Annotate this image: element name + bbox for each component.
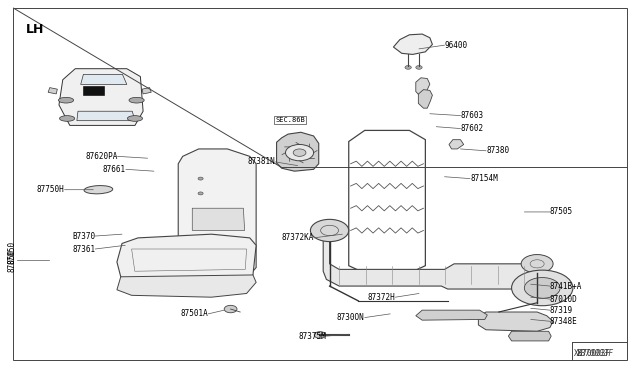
- Text: 87361: 87361: [72, 244, 95, 253]
- Polygon shape: [192, 208, 244, 231]
- Ellipse shape: [127, 116, 143, 121]
- Text: 87154M: 87154M: [470, 174, 498, 183]
- Text: 87381N: 87381N: [248, 157, 275, 166]
- Text: 87750H: 87750H: [37, 185, 65, 194]
- Text: XB70003F: XB70003F: [573, 349, 611, 358]
- Circle shape: [198, 177, 203, 180]
- Text: 87372KA: 87372KA: [281, 233, 314, 243]
- Circle shape: [285, 144, 314, 161]
- Polygon shape: [323, 223, 537, 289]
- Ellipse shape: [129, 97, 144, 103]
- Text: 87620PA: 87620PA: [85, 152, 118, 161]
- Text: XB70003F: XB70003F: [577, 349, 614, 358]
- Circle shape: [310, 219, 349, 241]
- Text: 87501A: 87501A: [180, 310, 208, 318]
- Polygon shape: [478, 312, 553, 331]
- Text: 87603: 87603: [461, 111, 484, 120]
- Polygon shape: [419, 90, 433, 108]
- Ellipse shape: [84, 186, 113, 194]
- Polygon shape: [117, 234, 256, 286]
- Text: 8730ON: 8730ON: [337, 313, 365, 322]
- Text: 87661: 87661: [103, 165, 126, 174]
- Polygon shape: [394, 34, 433, 54]
- Text: 87602: 87602: [461, 124, 484, 133]
- Text: B7370: B7370: [72, 231, 95, 241]
- Polygon shape: [142, 87, 151, 94]
- Text: 87505: 87505: [550, 208, 573, 217]
- Ellipse shape: [60, 116, 75, 121]
- Polygon shape: [81, 74, 127, 84]
- Polygon shape: [117, 275, 256, 297]
- Text: LH: LH: [26, 23, 45, 36]
- Text: 96400: 96400: [445, 41, 468, 50]
- Polygon shape: [508, 331, 551, 341]
- Polygon shape: [178, 149, 256, 279]
- Text: 87050: 87050: [7, 248, 16, 272]
- Polygon shape: [449, 140, 464, 149]
- Text: 87372H: 87372H: [367, 293, 396, 302]
- Text: 87348E: 87348E: [550, 317, 578, 326]
- Circle shape: [224, 305, 237, 313]
- Text: 87380: 87380: [486, 146, 509, 155]
- Circle shape: [416, 65, 422, 69]
- Circle shape: [198, 192, 203, 195]
- Circle shape: [405, 65, 412, 69]
- Circle shape: [524, 278, 560, 298]
- Text: 87050: 87050: [8, 241, 17, 264]
- Circle shape: [314, 332, 326, 338]
- Polygon shape: [276, 132, 319, 171]
- Text: 8741B+A: 8741B+A: [550, 282, 582, 291]
- Bar: [83, 86, 104, 96]
- Text: 87375M: 87375M: [299, 331, 326, 341]
- Ellipse shape: [58, 97, 74, 103]
- Polygon shape: [77, 111, 135, 121]
- Text: SEC.86B: SEC.86B: [275, 117, 305, 123]
- Text: 87010D: 87010D: [550, 295, 578, 304]
- Polygon shape: [416, 310, 487, 320]
- Text: 87319: 87319: [550, 306, 573, 315]
- Circle shape: [293, 149, 306, 156]
- Polygon shape: [59, 69, 143, 125]
- Circle shape: [521, 254, 553, 273]
- Polygon shape: [48, 87, 58, 94]
- Polygon shape: [416, 78, 430, 97]
- Circle shape: [511, 270, 573, 306]
